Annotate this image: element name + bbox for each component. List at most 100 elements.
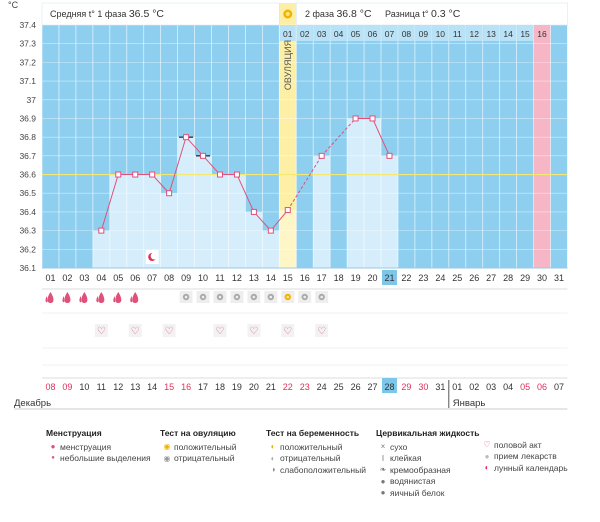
cycle-day-label: 11 bbox=[215, 273, 224, 283]
cycle-day-label: 16 bbox=[300, 273, 310, 283]
temperature-line-segment bbox=[151, 174, 170, 194]
test-icon-core bbox=[201, 295, 205, 299]
top-day-cell bbox=[466, 25, 483, 41]
heart-icon: ♡ bbox=[317, 326, 326, 337]
top-day-cell bbox=[449, 25, 466, 41]
calendar-date-label: 05 bbox=[520, 382, 530, 392]
negative-icon: ◐ bbox=[270, 453, 276, 463]
temperature-point bbox=[318, 152, 325, 159]
cycle-day-label: 12 bbox=[232, 273, 242, 283]
y-tick-label: 36.7 bbox=[19, 151, 36, 161]
cycle-day-label: 17 bbox=[317, 273, 327, 283]
cycle-day-label: 14 bbox=[266, 273, 276, 283]
top-day-cell bbox=[279, 25, 296, 41]
legend-label: слабоположительный bbox=[280, 464, 366, 475]
temperature-point bbox=[267, 227, 274, 234]
test-icon-core bbox=[286, 295, 290, 299]
heart-cell bbox=[162, 324, 176, 337]
calendar-date-label: 08 bbox=[45, 382, 55, 392]
cycle-day-label: 13 bbox=[249, 273, 259, 283]
highlight-day-column bbox=[533, 25, 551, 268]
calendar-date-label: 10 bbox=[79, 382, 89, 392]
calendar-date-label: 12 bbox=[113, 382, 123, 392]
sticky-icon: I bbox=[381, 453, 385, 463]
heart-cell bbox=[281, 324, 295, 337]
legend-label: клейкая bbox=[390, 453, 422, 464]
calendar-date-label: 21 bbox=[266, 382, 276, 392]
y-tick-label: 36.3 bbox=[19, 226, 36, 236]
ovulation-column bbox=[279, 3, 297, 268]
small-drop-icon bbox=[96, 296, 99, 303]
y-tick-label: 36.1 bbox=[19, 263, 36, 273]
calendar-date-label: 30 bbox=[418, 382, 428, 392]
temperature-line-segment bbox=[270, 209, 289, 231]
legend-label: отрицательный bbox=[280, 453, 341, 464]
y-tick-label: 36.9 bbox=[19, 113, 36, 123]
temperature-point bbox=[352, 115, 359, 122]
small-drop-icon bbox=[79, 296, 82, 303]
calendar-date-label: 15 bbox=[164, 382, 174, 392]
top-day-label: 08 bbox=[402, 29, 412, 39]
sun-icon-core bbox=[285, 12, 290, 16]
legend-item: ● яичный белок bbox=[376, 487, 479, 499]
legend-item: ◉ положительный bbox=[160, 441, 237, 453]
top-day-label: 07 bbox=[385, 29, 395, 39]
test-icon-core bbox=[218, 295, 222, 299]
negative-icon: ◉ bbox=[163, 453, 171, 463]
cycle-day-label: 20 bbox=[368, 273, 378, 283]
drop-icon bbox=[64, 292, 71, 303]
top-day-cell bbox=[330, 25, 347, 41]
legend-pregnancy-test: Тест на беременность ◐ положительный ◐ отр… bbox=[266, 428, 366, 476]
watery-icon: ● bbox=[380, 476, 386, 486]
heart-icon: ♡ bbox=[215, 326, 224, 337]
legend-label: положительный bbox=[280, 441, 343, 452]
cycle-day-label: 01 bbox=[45, 273, 55, 283]
legend-label: положительный bbox=[174, 441, 237, 452]
calendar-date-label: 29 bbox=[401, 382, 411, 392]
temperature-point bbox=[216, 171, 223, 178]
drop-icon bbox=[47, 292, 54, 303]
heart-cell bbox=[128, 324, 142, 337]
temperature-point bbox=[233, 171, 240, 178]
heart-icon: ♡ bbox=[483, 440, 491, 450]
top-day-label: 16 bbox=[537, 29, 547, 39]
y-tick-label: 36.4 bbox=[19, 207, 36, 217]
temperature-line-segment bbox=[372, 118, 390, 157]
y-unit-label: °C bbox=[8, 0, 19, 10]
cycle-day-label: 30 bbox=[537, 273, 547, 283]
top-day-cell bbox=[483, 25, 500, 41]
cycle-day-label: 23 bbox=[418, 273, 428, 283]
legend-title: Цервикальная жидкость bbox=[376, 428, 480, 438]
cycle-day-label: 04 bbox=[96, 273, 106, 283]
heart-cell bbox=[247, 324, 261, 337]
cycle-day-label: 28 bbox=[503, 273, 513, 283]
temperature-line-segment bbox=[202, 155, 221, 175]
top-day-label: 06 bbox=[368, 29, 378, 39]
moon-icon-cut bbox=[150, 252, 158, 260]
legend-item: ● небольшие выделения bbox=[46, 453, 150, 465]
top-day-cell bbox=[432, 25, 449, 41]
temperature-point bbox=[369, 115, 376, 122]
temperature-bar bbox=[126, 174, 144, 268]
test-icon-core bbox=[303, 295, 307, 299]
legend-label: сухо bbox=[390, 441, 408, 452]
cycle-day-label: 18 bbox=[334, 273, 344, 283]
calendar-date-label: 02 bbox=[469, 382, 479, 392]
cycle-day-label: 15 bbox=[283, 273, 293, 283]
temperature-point bbox=[183, 134, 190, 141]
temperature-bar bbox=[211, 174, 229, 268]
month-left-label: Декабрь bbox=[14, 398, 51, 409]
current-date-marker bbox=[382, 378, 397, 393]
temperature-point bbox=[284, 207, 291, 214]
temperature-bar bbox=[279, 210, 297, 268]
legend-item: ● менструация bbox=[46, 441, 151, 453]
temperature-bar bbox=[228, 174, 246, 268]
y-tick-label: 37.3 bbox=[19, 39, 36, 49]
cycle-day-label: 31 bbox=[554, 273, 564, 283]
heart-icon: ♡ bbox=[249, 326, 258, 337]
legend-item: ❧ кремообразная bbox=[376, 464, 479, 476]
temperature-line-segment bbox=[321, 118, 356, 157]
temperature-point bbox=[200, 152, 207, 159]
top-day-cell bbox=[313, 25, 330, 41]
